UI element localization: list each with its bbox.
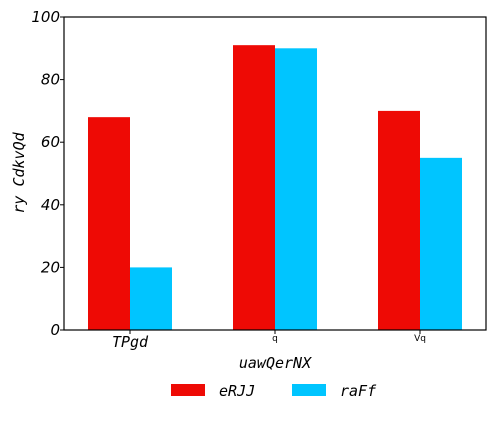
x-tick-label: q [272, 334, 278, 344]
legend: eRJJ raFf [171, 382, 377, 400]
bar-eRJJ-q [233, 45, 275, 331]
y-axis-ticks: 0 20 40 60 80 100 [31, 8, 64, 339]
y-tick-label: 20 [41, 258, 60, 276]
bar-eRJJ-TPgd [88, 117, 130, 330]
bar-eRJJ-Vq [378, 110, 420, 331]
x-axis-label: uawQerNX [239, 354, 312, 372]
x-tick-label: TPgd [112, 333, 149, 351]
y-tick-label: 80 [41, 71, 60, 89]
bars-group [88, 45, 462, 331]
y-tick-label: 100 [31, 8, 60, 26]
y-axis-label: ry CdkvQd [10, 131, 28, 213]
x-tick-label: Vq [414, 334, 426, 344]
bar-raFf-TPgd [130, 267, 172, 330]
y-tick-label: 0 [50, 321, 60, 339]
y-tick-label: 60 [41, 133, 60, 151]
bar-raFf-q [275, 48, 317, 331]
legend-swatch-raFf [292, 384, 326, 396]
bar-raFf-Vq [420, 157, 462, 330]
x-axis-ticks: TPgd q Vq [112, 330, 426, 351]
y-tick-label: 40 [41, 196, 60, 214]
legend-label-eRJJ: eRJJ [219, 382, 255, 400]
legend-swatch-eRJJ [171, 384, 205, 396]
legend-label-raFf: raFf [340, 382, 377, 400]
